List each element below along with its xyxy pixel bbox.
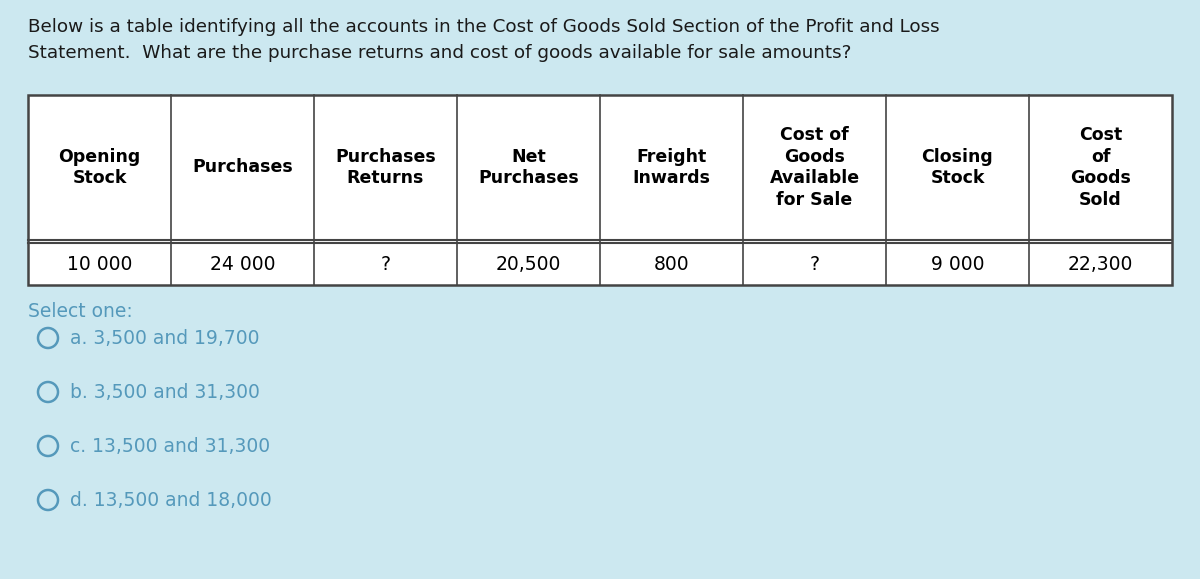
Text: Select one:: Select one: [28,302,133,321]
Text: Purchases
Returns: Purchases Returns [335,148,436,187]
Text: 20,500: 20,500 [496,255,562,274]
Text: 10 000: 10 000 [67,255,132,274]
Text: 9 000: 9 000 [931,255,984,274]
Text: 24 000: 24 000 [210,255,275,274]
Text: a. 3,500 and 19,700: a. 3,500 and 19,700 [70,328,259,347]
Circle shape [38,490,58,510]
Text: Closing
Stock: Closing Stock [922,148,994,187]
Text: Opening
Stock: Opening Stock [59,148,140,187]
Text: c. 13,500 and 31,300: c. 13,500 and 31,300 [70,437,270,456]
Text: Net
Purchases: Net Purchases [478,148,578,187]
Text: 22,300: 22,300 [1068,255,1133,274]
Text: d. 13,500 and 18,000: d. 13,500 and 18,000 [70,490,271,510]
Bar [28,95,1172,285]
Text: Below is a table identifying all the accounts in the Cost of Goods Sold Section : Below is a table identifying all the acc… [28,18,940,62]
Text: Cost of
Goods
Available
for Sale: Cost of Goods Available for Sale [769,126,859,209]
Text: Purchases: Purchases [192,159,293,177]
Text: ?: ? [810,255,820,274]
Text: Cost
of
Goods
Sold: Cost of Goods Sold [1070,126,1130,209]
Circle shape [38,436,58,456]
Circle shape [38,328,58,348]
Text: b. 3,500 and 31,300: b. 3,500 and 31,300 [70,383,260,401]
Circle shape [38,382,58,402]
Text: ?: ? [380,255,390,274]
Text: Freight
Inwards: Freight Inwards [632,148,710,187]
Text: 800: 800 [654,255,689,274]
